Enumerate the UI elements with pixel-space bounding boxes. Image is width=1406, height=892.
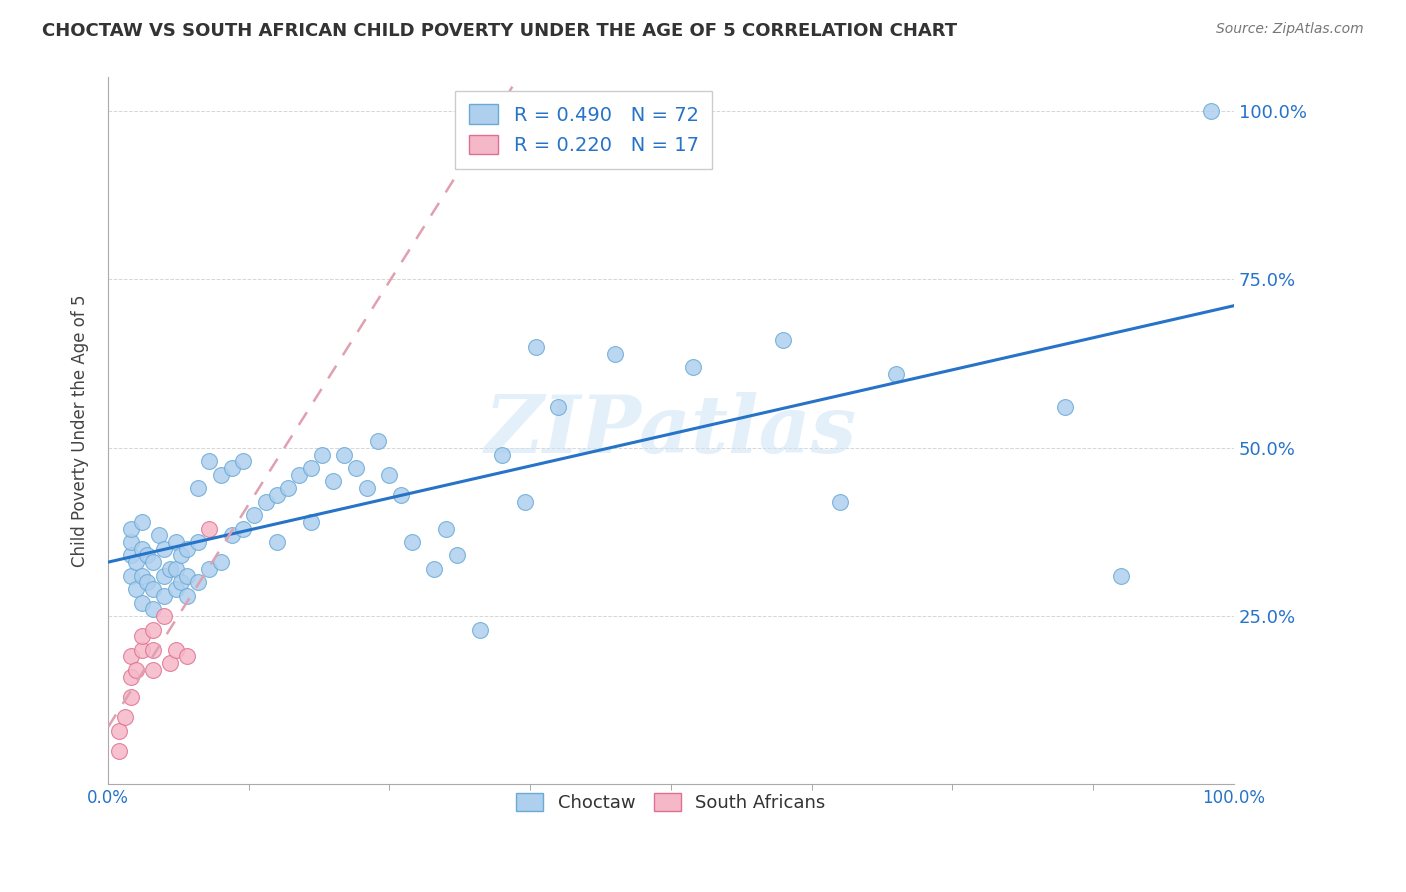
- Point: [198, 522, 221, 536]
- Point: [828, 494, 851, 508]
- Point: [176, 649, 198, 664]
- Point: [131, 541, 153, 556]
- Point: [142, 663, 165, 677]
- Point: [120, 649, 142, 664]
- Point: [165, 582, 187, 596]
- Point: [176, 589, 198, 603]
- Point: [356, 481, 378, 495]
- Point: [446, 549, 468, 563]
- Point: [434, 522, 457, 536]
- Point: [153, 568, 176, 582]
- Point: [299, 515, 322, 529]
- Point: [344, 461, 367, 475]
- Point: [131, 568, 153, 582]
- Point: [232, 454, 254, 468]
- Point: [108, 744, 131, 758]
- Point: [165, 535, 187, 549]
- Legend: Choctaw, South Africans: Choctaw, South Africans: [503, 780, 838, 825]
- Point: [311, 448, 333, 462]
- Point: [401, 535, 423, 549]
- Text: ZIPatlas: ZIPatlas: [485, 392, 856, 470]
- Point: [125, 582, 148, 596]
- Text: Source: ZipAtlas.com: Source: ZipAtlas.com: [1216, 22, 1364, 37]
- Point: [772, 333, 794, 347]
- Point: [153, 609, 176, 624]
- Point: [288, 467, 311, 482]
- Point: [176, 541, 198, 556]
- Point: [1199, 104, 1222, 119]
- Point: [243, 508, 266, 522]
- Point: [142, 582, 165, 596]
- Point: [176, 568, 198, 582]
- Point: [120, 670, 142, 684]
- Point: [170, 575, 193, 590]
- Text: CHOCTAW VS SOUTH AFRICAN CHILD POVERTY UNDER THE AGE OF 5 CORRELATION CHART: CHOCTAW VS SOUTH AFRICAN CHILD POVERTY U…: [42, 22, 957, 40]
- Point: [322, 475, 344, 489]
- Point: [120, 549, 142, 563]
- Point: [136, 549, 159, 563]
- Point: [468, 623, 491, 637]
- Point: [547, 401, 569, 415]
- Point: [513, 494, 536, 508]
- Point: [389, 488, 412, 502]
- Point: [682, 359, 704, 374]
- Point: [603, 346, 626, 360]
- Point: [131, 596, 153, 610]
- Point: [209, 467, 232, 482]
- Point: [1109, 568, 1132, 582]
- Point: [142, 642, 165, 657]
- Point: [159, 562, 181, 576]
- Point: [131, 515, 153, 529]
- Point: [142, 623, 165, 637]
- Point: [165, 562, 187, 576]
- Point: [299, 461, 322, 475]
- Point: [333, 448, 356, 462]
- Point: [187, 535, 209, 549]
- Point: [221, 528, 243, 542]
- Point: [187, 481, 209, 495]
- Point: [277, 481, 299, 495]
- Point: [254, 494, 277, 508]
- Point: [120, 522, 142, 536]
- Point: [120, 568, 142, 582]
- Point: [120, 535, 142, 549]
- Point: [1053, 401, 1076, 415]
- Point: [378, 467, 401, 482]
- Point: [209, 555, 232, 569]
- Point: [198, 454, 221, 468]
- Point: [266, 488, 288, 502]
- Point: [108, 723, 131, 738]
- Point: [148, 528, 170, 542]
- Point: [131, 629, 153, 643]
- Point: [221, 461, 243, 475]
- Point: [114, 710, 136, 724]
- Point: [125, 663, 148, 677]
- Point: [187, 575, 209, 590]
- Point: [524, 340, 547, 354]
- Point: [153, 541, 176, 556]
- Point: [423, 562, 446, 576]
- Point: [125, 555, 148, 569]
- Point: [120, 690, 142, 704]
- Point: [165, 642, 187, 657]
- Point: [266, 535, 288, 549]
- Point: [198, 562, 221, 576]
- Point: [170, 549, 193, 563]
- Point: [884, 367, 907, 381]
- Point: [491, 448, 513, 462]
- Point: [136, 575, 159, 590]
- Point: [142, 602, 165, 616]
- Point: [232, 522, 254, 536]
- Point: [367, 434, 389, 448]
- Point: [159, 657, 181, 671]
- Point: [142, 555, 165, 569]
- Y-axis label: Child Poverty Under the Age of 5: Child Poverty Under the Age of 5: [72, 294, 89, 567]
- Point: [153, 589, 176, 603]
- Point: [131, 642, 153, 657]
